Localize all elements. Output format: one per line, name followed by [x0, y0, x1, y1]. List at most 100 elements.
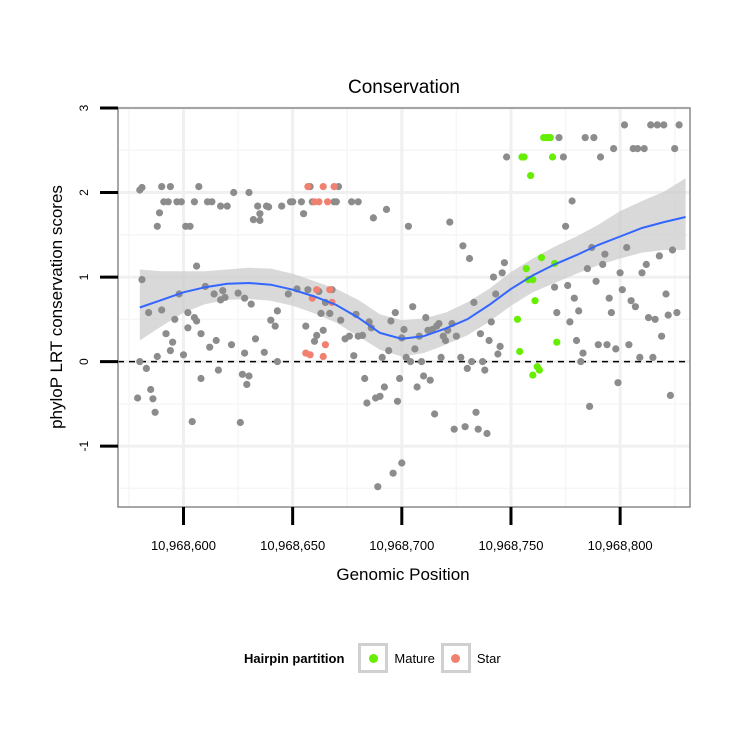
data-point [169, 338, 177, 346]
data-point [500, 259, 508, 267]
x-axis-label: Genomic Position [336, 565, 469, 584]
data-point [190, 198, 198, 206]
data-point [302, 322, 310, 330]
data-point [354, 198, 362, 206]
data-point [162, 330, 170, 338]
data-point [219, 287, 227, 295]
data-point [398, 459, 406, 467]
data-point [437, 353, 445, 361]
data-point [435, 320, 443, 328]
data-point [590, 134, 598, 142]
data-point [223, 202, 231, 210]
data-point [431, 410, 439, 418]
data-point [620, 121, 629, 129]
data-point [243, 380, 251, 388]
data-point [564, 281, 572, 290]
mature-point [548, 153, 557, 161]
x-tick-label: 10,968,600 [151, 538, 216, 553]
data-point [271, 322, 279, 330]
legend-title: Hairpin partition [244, 650, 345, 666]
star-point [326, 286, 334, 294]
data-point [184, 324, 192, 332]
data-point [647, 121, 655, 129]
data-point [245, 188, 253, 197]
data-point [481, 366, 489, 374]
data-point [673, 309, 681, 317]
data-point [671, 145, 679, 153]
star-point [319, 352, 327, 361]
data-point [230, 188, 238, 197]
data-point [234, 289, 242, 297]
data-point [158, 306, 166, 314]
data-point [138, 183, 146, 192]
data-point [651, 315, 659, 323]
data-point [151, 408, 159, 416]
data-point [134, 394, 142, 402]
data-point [241, 294, 249, 302]
data-point [592, 277, 600, 285]
data-point [577, 358, 585, 366]
data-point [155, 209, 164, 217]
data-point [452, 332, 460, 340]
legend-item-star: Star [440, 643, 501, 673]
data-point [380, 383, 388, 391]
data-point [214, 366, 222, 374]
data-point [411, 345, 419, 353]
mature-point [546, 134, 554, 142]
x-tick-label: 10,968,800 [588, 538, 653, 553]
star-point [330, 183, 338, 191]
data-point [193, 317, 201, 325]
data-point [195, 183, 203, 191]
data-point [627, 297, 635, 305]
data-point [238, 370, 246, 378]
data-point [409, 303, 417, 311]
data-point [610, 145, 618, 153]
data-point [396, 374, 404, 383]
data-point [581, 134, 589, 142]
x-axis: 10,968,600 10,968,650 10,968,700 10,968,750… [151, 507, 653, 553]
data-point [348, 198, 356, 206]
data-point [498, 269, 506, 277]
data-point [147, 385, 155, 394]
y-tick-label: 1 [77, 273, 91, 280]
data-point [472, 408, 480, 416]
data-point [317, 309, 325, 317]
data-point [361, 374, 369, 383]
data-point [267, 316, 275, 324]
data-point [197, 374, 205, 383]
data-point [596, 153, 605, 161]
data-point [385, 347, 393, 355]
y-tick-label: 2 [77, 189, 91, 196]
grid [118, 106, 690, 507]
data-point [149, 395, 157, 403]
data-point [660, 121, 668, 129]
data-point [625, 341, 633, 349]
data-point [184, 309, 192, 317]
data-point [468, 358, 476, 366]
data-point [586, 402, 594, 410]
data-point [662, 290, 670, 298]
data-point [304, 286, 312, 294]
data-point [376, 392, 384, 400]
mature-point [531, 297, 539, 305]
data-point [605, 294, 613, 302]
data-point [612, 345, 620, 353]
data-point [461, 423, 469, 431]
data-point [297, 198, 305, 206]
data-point [313, 331, 321, 339]
star-point [304, 183, 312, 191]
data-point [358, 331, 367, 339]
data-point [217, 202, 225, 210]
mature-point [529, 276, 537, 284]
mature-point [516, 347, 524, 356]
data-point [153, 352, 161, 361]
data-point [664, 311, 672, 319]
data-point [655, 252, 664, 260]
y-axis-label: phyloP LRT conservation scores [47, 185, 66, 429]
data-point [138, 276, 146, 284]
legend-label-mature: Mature [394, 650, 435, 666]
data-point [256, 216, 264, 224]
data-point [579, 349, 587, 357]
data-point [249, 216, 257, 224]
y-tick-label: 0 [77, 358, 91, 365]
